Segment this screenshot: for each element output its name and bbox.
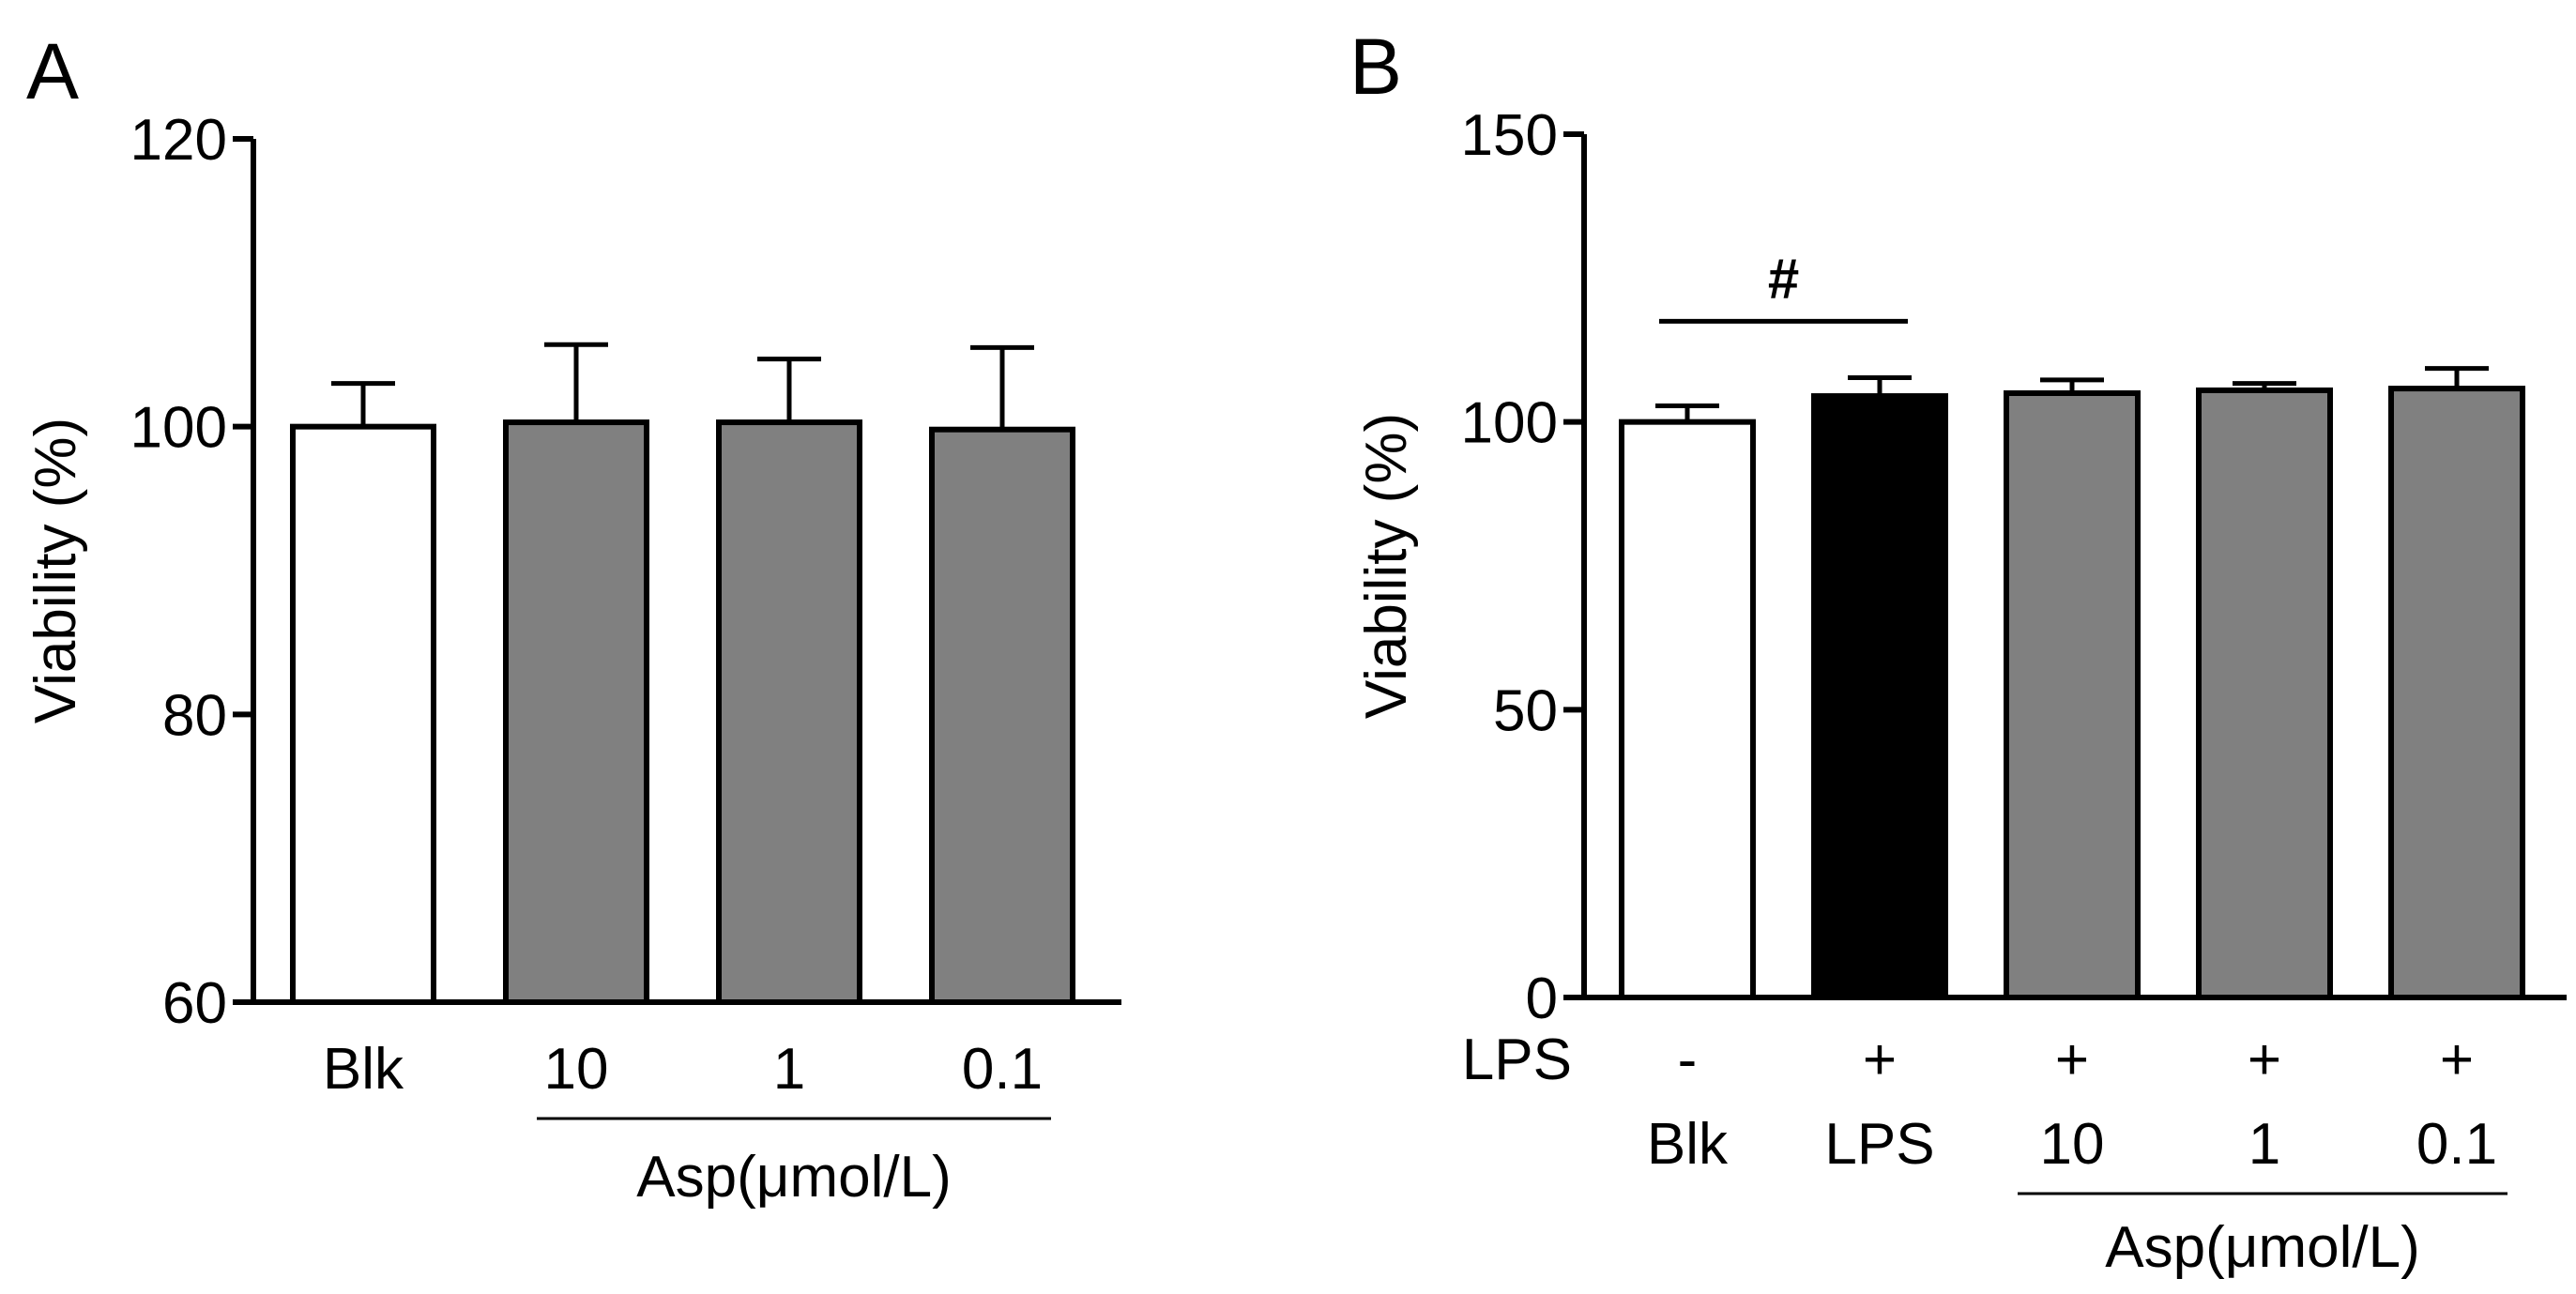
bar-2 bbox=[716, 419, 862, 1006]
panel-letter: B bbox=[1349, 23, 1402, 111]
y-tick-label-3: 150 bbox=[1461, 103, 1558, 168]
y-tick-label-1: 80 bbox=[162, 683, 227, 748]
category-label-4: 0.1 bbox=[2416, 1112, 2497, 1177]
row-value-4: + bbox=[2440, 1028, 2474, 1092]
row-label: LPS bbox=[1462, 1028, 1572, 1092]
y-axis-title: Viability (%) bbox=[23, 418, 88, 723]
category-label-3: 0.1 bbox=[962, 1037, 1043, 1102]
y-tick-label-0: 60 bbox=[162, 971, 227, 1036]
panel-a: A Viability (%) 60 80 100 120 Blk 10 1 0.1Asp(μmo… bbox=[23, 27, 1121, 1210]
y-axis-title: Viability (%) bbox=[1354, 413, 1419, 719]
y-tick-label-0: 0 bbox=[1526, 967, 1558, 1031]
row-value-2: + bbox=[2055, 1028, 2089, 1092]
bar-2 bbox=[2004, 390, 2141, 1000]
category-label-2: 10 bbox=[2040, 1112, 2105, 1177]
panel-letter: A bbox=[26, 27, 79, 115]
category-label-1: 10 bbox=[544, 1037, 609, 1102]
y-tick-label-2: 100 bbox=[130, 396, 227, 461]
panel-b: B Viability (%) 0 50 100 150 LPS - + + + + Blk LPS 10 1… bbox=[1349, 23, 2567, 1280]
bar-0 bbox=[290, 423, 436, 1005]
bar-3 bbox=[929, 426, 1075, 1005]
y-tick-label-3: 120 bbox=[130, 108, 227, 173]
category-label-0: Blk bbox=[1647, 1112, 1729, 1177]
group-label: Asp(μmol/L) bbox=[636, 1145, 951, 1210]
bar-4 bbox=[2388, 386, 2525, 1000]
bar-1 bbox=[1811, 393, 1948, 1001]
category-label-1: LPS bbox=[1824, 1112, 1934, 1177]
row-value-0: - bbox=[1678, 1028, 1698, 1092]
y-tick-label-2: 100 bbox=[1461, 391, 1558, 456]
group-label: Asp(μmol/L) bbox=[2105, 1215, 2419, 1280]
category-label-0: Blk bbox=[323, 1037, 404, 1102]
category-label-2: 1 bbox=[773, 1037, 805, 1102]
category-label-3: 1 bbox=[2248, 1112, 2280, 1177]
bar-0 bbox=[1619, 419, 1756, 1000]
bar-3 bbox=[2196, 387, 2333, 1000]
row-value-1: + bbox=[1863, 1028, 1897, 1092]
bar-1 bbox=[503, 419, 649, 1006]
row-value-3: + bbox=[2248, 1028, 2281, 1092]
y-tick-label-1: 50 bbox=[1493, 678, 1558, 743]
significance-mark: # bbox=[1768, 247, 1799, 310]
